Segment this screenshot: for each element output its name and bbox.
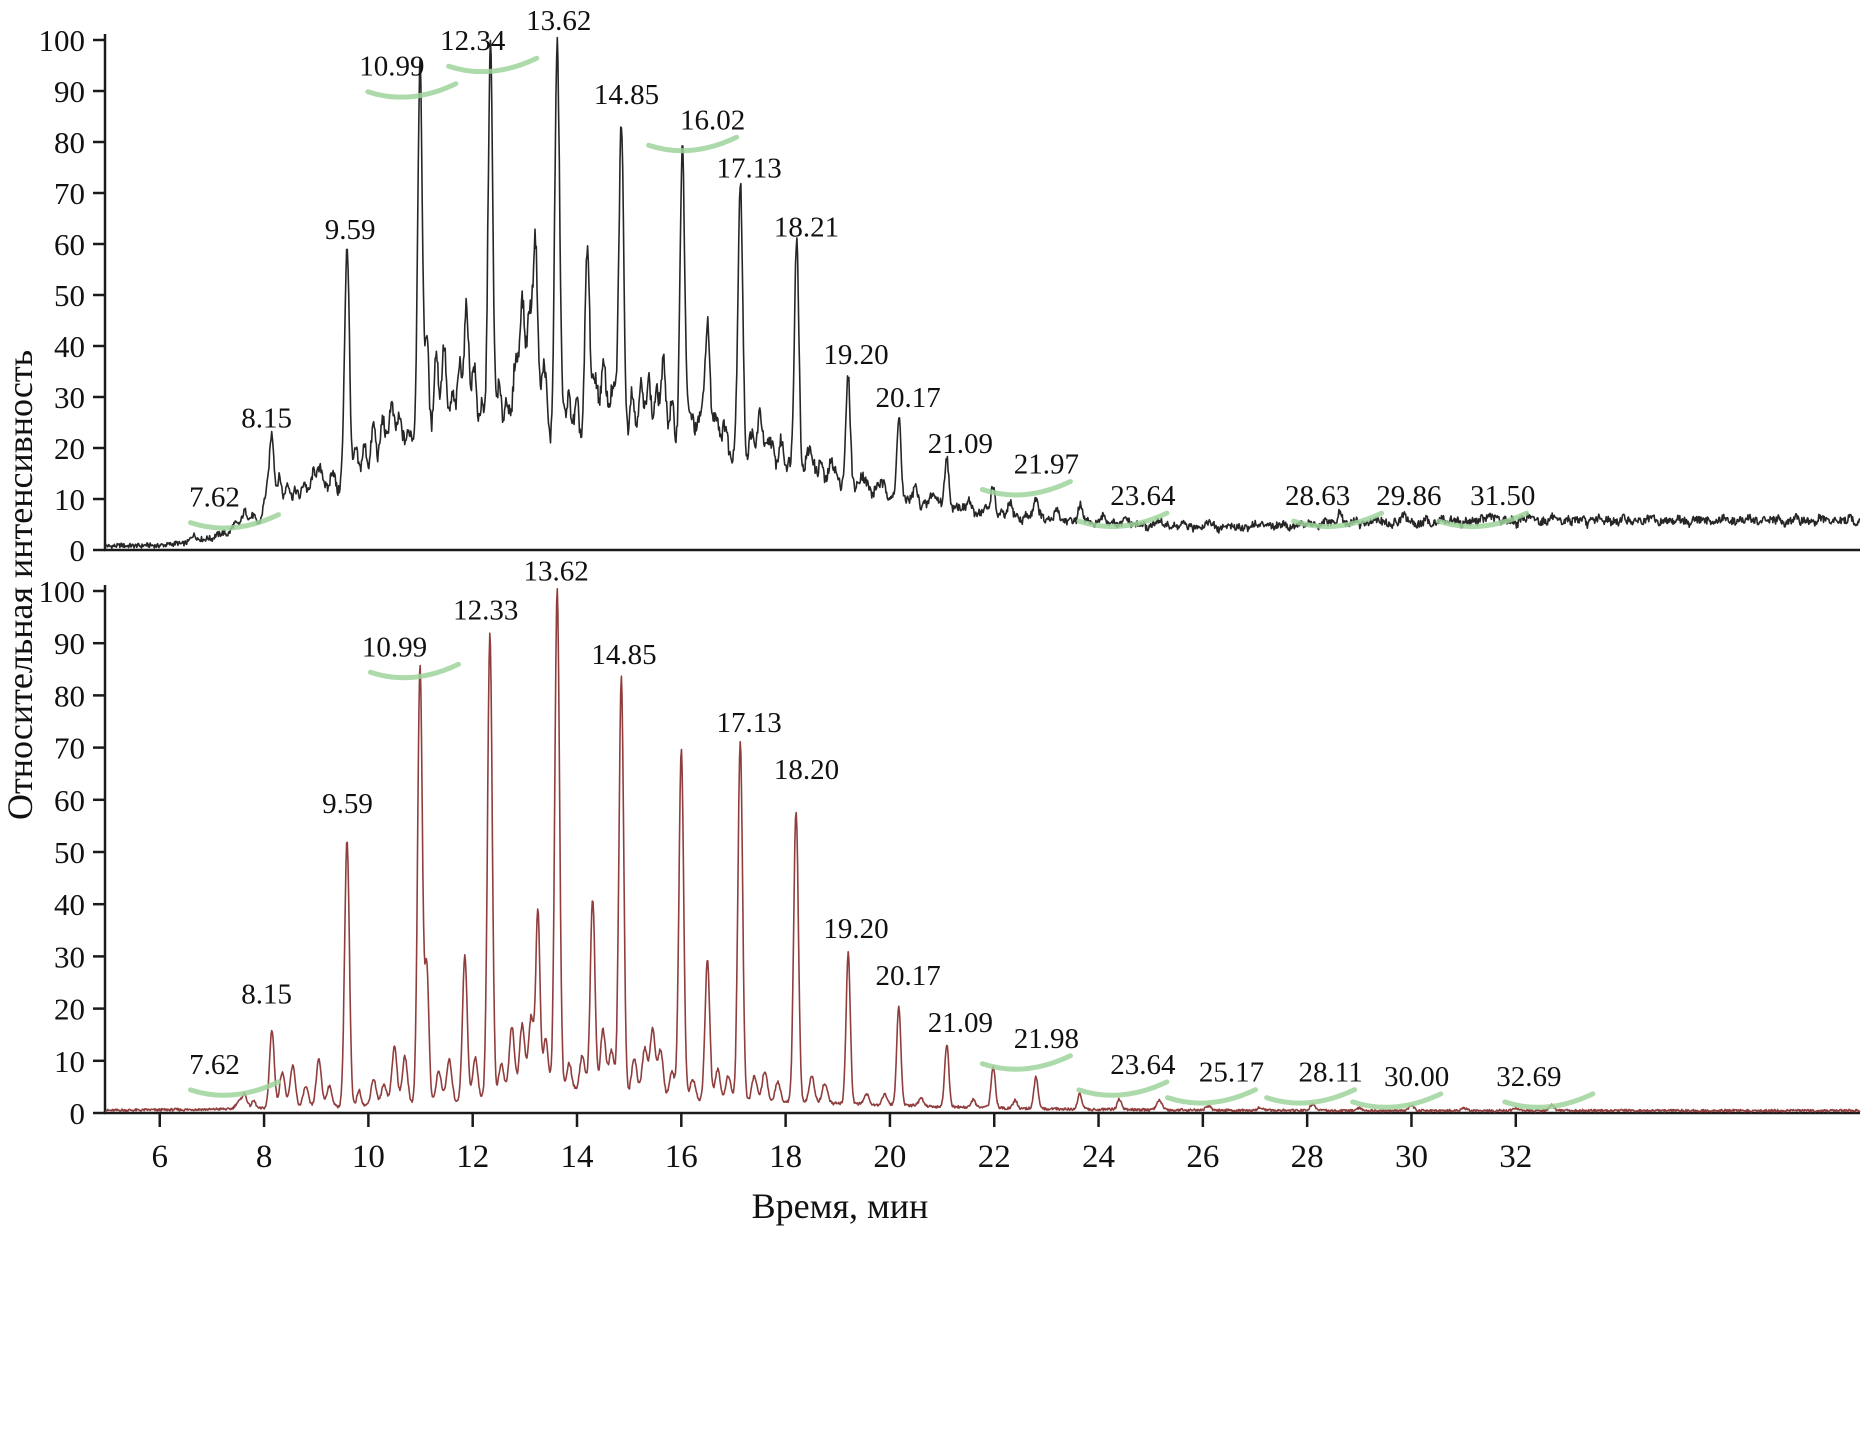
bottom-chromatogram-trace [104,588,1861,1113]
x-axis-title: Время, мин [752,1186,929,1226]
x-tick-label: 10 [352,1139,385,1175]
y-tick-label: 90 [54,74,85,109]
peak-label: 7.62 [189,482,240,514]
peak-label: 28.63 [1285,480,1350,512]
y-tick-label: 30 [54,380,85,415]
peak-label: 19.20 [823,913,888,945]
top-chromatogram-trace [104,36,1861,550]
peak-label: 10.99 [362,631,427,663]
y-tick-label: 70 [54,176,85,211]
y-tick-label: 10 [54,482,85,517]
x-tick-label: 16 [665,1139,698,1175]
peak-label: 20.17 [876,382,941,414]
peak-label: 21.09 [928,1007,993,1039]
peak-label: 8.15 [241,978,292,1010]
peak-marker [1264,1087,1358,1106]
peak-marker [979,1053,1073,1072]
peak-label: 31.50 [1470,480,1535,512]
peak-label: 17.13 [716,707,781,739]
peak-marker [188,1079,282,1098]
y-tick-label: 40 [54,329,85,364]
peak-marker [646,134,740,154]
peak-label: 19.20 [823,339,888,371]
y-tick-label: 0 [70,1096,86,1131]
x-tick-label: 26 [1186,1139,1219,1175]
x-tick-label: 24 [1082,1139,1115,1175]
peak-marker [1291,510,1385,530]
peak-label: 9.59 [325,214,376,246]
y-tick-label: 50 [54,835,85,870]
peak-marker [1076,510,1170,530]
y-tick-label: 70 [54,731,85,766]
x-tick-label: 6 [152,1139,169,1175]
y-tick-label: 80 [54,678,85,713]
peak-marker [188,512,282,531]
peak-marker [446,55,540,75]
peak-label: 30.00 [1384,1061,1449,1093]
y-axis-title: Относительная интенсивность [0,350,40,820]
peak-label: 13.62 [524,556,589,588]
peak-label: 12.33 [453,595,518,627]
y-tick-label: 80 [54,125,85,160]
peak-label: 21.98 [1014,1023,1079,1055]
x-tick-label: 18 [769,1139,802,1175]
y-tick-label: 100 [39,23,86,58]
peak-label: 14.85 [591,639,656,671]
peak-label: 17.13 [716,153,781,185]
y-tick-label: 10 [54,1044,85,1079]
x-tick-label: 30 [1395,1139,1428,1175]
x-tick-label: 32 [1499,1139,1532,1175]
x-tick-label: 20 [873,1139,906,1175]
peak-marker [367,661,461,681]
x-tick-label: 12 [456,1139,489,1175]
peak-marker [1502,1091,1596,1110]
y-tick-label: 0 [70,533,86,568]
peak-label: 21.97 [1014,449,1079,481]
peak-label: 23.64 [1110,480,1176,512]
y-tick-label: 60 [54,783,85,818]
peak-label: 21.09 [928,428,993,460]
x-tick-label: 14 [560,1139,593,1175]
peak-label: 13.62 [526,5,591,37]
peak-label: 16.02 [680,104,745,136]
y-tick-label: 100 [39,574,86,609]
peak-marker [1076,1079,1170,1098]
peak-marker [365,81,459,100]
y-tick-label: 20 [54,431,85,466]
y-tick-label: 40 [54,887,85,922]
peak-label: 23.64 [1110,1049,1176,1081]
peak-label: 7.62 [189,1049,240,1081]
peak-marker [1350,1091,1444,1110]
peak-label: 10.99 [359,51,424,83]
peak-label: 14.85 [594,79,659,111]
peak-label: 9.59 [322,788,373,820]
peak-label: 18.21 [774,211,839,243]
y-tick-label: 60 [54,227,85,262]
peak-label: 18.20 [774,754,839,786]
y-tick-label: 20 [54,992,85,1027]
peak-label: 25.17 [1199,1057,1264,1089]
peak-label: 20.17 [876,960,941,992]
peak-label: 32.69 [1496,1061,1561,1093]
peak-label: 28.11 [1299,1057,1363,1089]
y-tick-label: 90 [54,626,85,661]
y-tick-label: 50 [54,278,85,313]
y-tick-label: 30 [54,939,85,974]
peak-marker [1436,510,1530,530]
x-tick-label: 22 [978,1139,1011,1175]
peak-marker [979,479,1073,498]
peak-label: 12.34 [440,25,506,57]
x-tick-label: 28 [1291,1139,1324,1175]
peak-label: 8.15 [241,403,292,435]
x-tick-label: 8 [256,1139,273,1175]
peak-marker [1165,1087,1259,1106]
peak-label: 29.86 [1376,480,1441,512]
